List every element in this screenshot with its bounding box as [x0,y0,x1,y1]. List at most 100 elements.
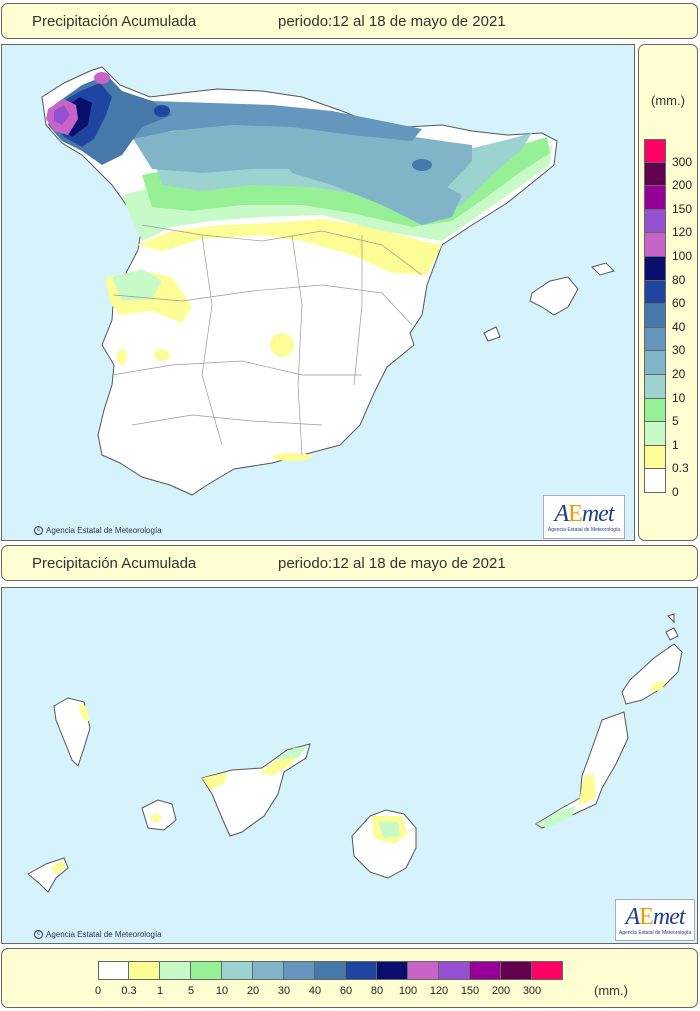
legend-label: 30 [277,985,291,997]
legend-unit: (mm.) [594,983,628,998]
legend-label: 20 [672,367,686,381]
legend-swatch [377,961,408,980]
legend-swatch [644,422,666,446]
legend-label: 10 [215,985,229,997]
legend-label: 0.3 [672,461,689,476]
map-period: periodo:12 al 18 de mayo de 2021 [278,554,506,572]
legend-label: 150 [672,201,693,216]
legend-label: 1 [672,437,679,452]
legend-swatch [644,351,666,375]
aemet-logo: AEmet Agencia Estatal de Meteorología [615,899,695,941]
legend-swatch [129,961,160,980]
legend-label: 80 [672,272,686,287]
island-fuerteventura [535,711,629,829]
legend-swatch [644,398,666,423]
copyright-peninsula: c Agencia Estatal de Meteorología [34,526,162,535]
precip-zone-20-east [272,141,462,225]
islet-alegranza [667,613,675,624]
legend-unit: (mm.) [651,93,685,108]
balearic-menorca [591,262,615,276]
legend-label: 0 [94,985,102,997]
legend-swatch [644,162,666,187]
legend-label: 5 [187,985,195,997]
legend-swatch [644,280,666,305]
aemet-logo-brand: AEmet [625,903,686,930]
aemet-logo-brand: AEmet [554,500,615,527]
map-title: Precipitación Acumulada [32,554,197,572]
canary-islands-map: c Agencia Estatal de Meteorología AEmet … [1,587,698,944]
copyright-icon: c [34,930,43,939]
precip-spot-0-3 [154,349,170,361]
precip-zone-30 [102,101,422,141]
legend-label: 60 [672,296,686,311]
legend-swatch [160,961,191,980]
precip-zone-0-3 [50,860,66,874]
precip-zone-0-3 [78,704,90,722]
legend-swatch [644,209,666,234]
precip-zone-1-west [112,269,162,301]
legend-label: 120 [429,985,449,997]
legend-swatch [470,961,501,980]
precip-spot-60 [154,105,170,117]
legend-vertical: (mm.) 300 200 150 120 100 80 60 40 30 20 10 5 1 0.3 0 [638,44,698,541]
legend-swatch [346,961,377,980]
map-title: Precipitación Acumulada [32,12,197,30]
legend-swatch [644,327,666,352]
precip-zone-1 [536,806,576,828]
title-bar-peninsula: Precipitación Acumulada periodo:12 al 18… [1,3,698,39]
precip-zone-0-3 [650,680,666,692]
island-la-palma [53,697,91,767]
legend-label: 120 [672,225,693,240]
title-bar-canarias: Precipitación Acumulada periodo:12 al 18… [1,545,698,581]
legend-label: 150 [460,985,480,997]
copyright-icon: c [34,526,43,535]
precip-spot-100 [94,72,110,84]
precip-spot-0-3 [272,453,312,461]
province-boundaries [111,224,423,456]
precip-spot-0-3 [270,333,294,357]
copyright-canarias: c Agencia Estatal de Meteorología [34,930,162,939]
copyright-text: Agencia Estatal de Meteorología [46,930,162,939]
legend-swatch [222,961,253,980]
legend-swatch [532,961,563,980]
islet-la-graciosa [665,627,679,641]
peninsula-map-graphic [41,66,615,496]
legend-swatch [284,961,315,980]
legend-label: 5 [672,414,679,429]
legend-label: 300 [522,985,542,997]
precip-spot-0-3 [151,814,161,822]
precip-zone-120 [54,105,70,125]
copyright-text: Agencia Estatal de Meteorología [46,526,162,535]
legend-swatch [408,961,439,980]
precip-zone-0-3 [137,219,442,275]
legend-label: 30 [672,343,686,358]
legend-horizontal: 0 0.3 1 5 10 20 30 40 60 80 100 120 150 200 300 (mm.) [1,948,698,1008]
legend-swatch [644,304,666,328]
aemet-logo: AEmet Agencia Estatal de Meteorología [543,495,625,539]
legend-label: 100 [398,985,418,997]
aemet-logo-subtitle: Agencia Estatal de Meteorología [618,929,692,936]
legend-label: 10 [672,390,686,405]
legend-label: 20 [246,985,260,997]
legend-label: 40 [308,985,322,997]
precip-zone-0-3 [202,772,228,790]
canary-islands-graphic [27,613,683,893]
legend-swatch [644,139,666,163]
legend-swatch [315,961,346,980]
legend-label: 0 [672,485,679,499]
legend-swatch [253,961,284,980]
peninsula-map: c Agencia Estatal de Meteorología AEmet … [1,44,635,541]
legend-swatch [644,257,666,281]
balearic-ibiza [483,326,501,342]
legend-swatch [191,961,222,980]
legend-swatch [439,961,470,980]
aemet-logo-subtitle: Agencia Estatal de Meteorología [547,526,621,533]
legend-swatch [644,186,666,210]
legend-label: 200 [491,985,511,997]
precip-spot-40 [412,159,432,171]
legend-swatch [644,469,666,493]
map-period: periodo:12 al 18 de mayo de 2021 [278,12,506,30]
precip-zone-0-3 [578,774,596,806]
legend-swatch [98,961,129,980]
precip-zone-1 [274,746,308,760]
